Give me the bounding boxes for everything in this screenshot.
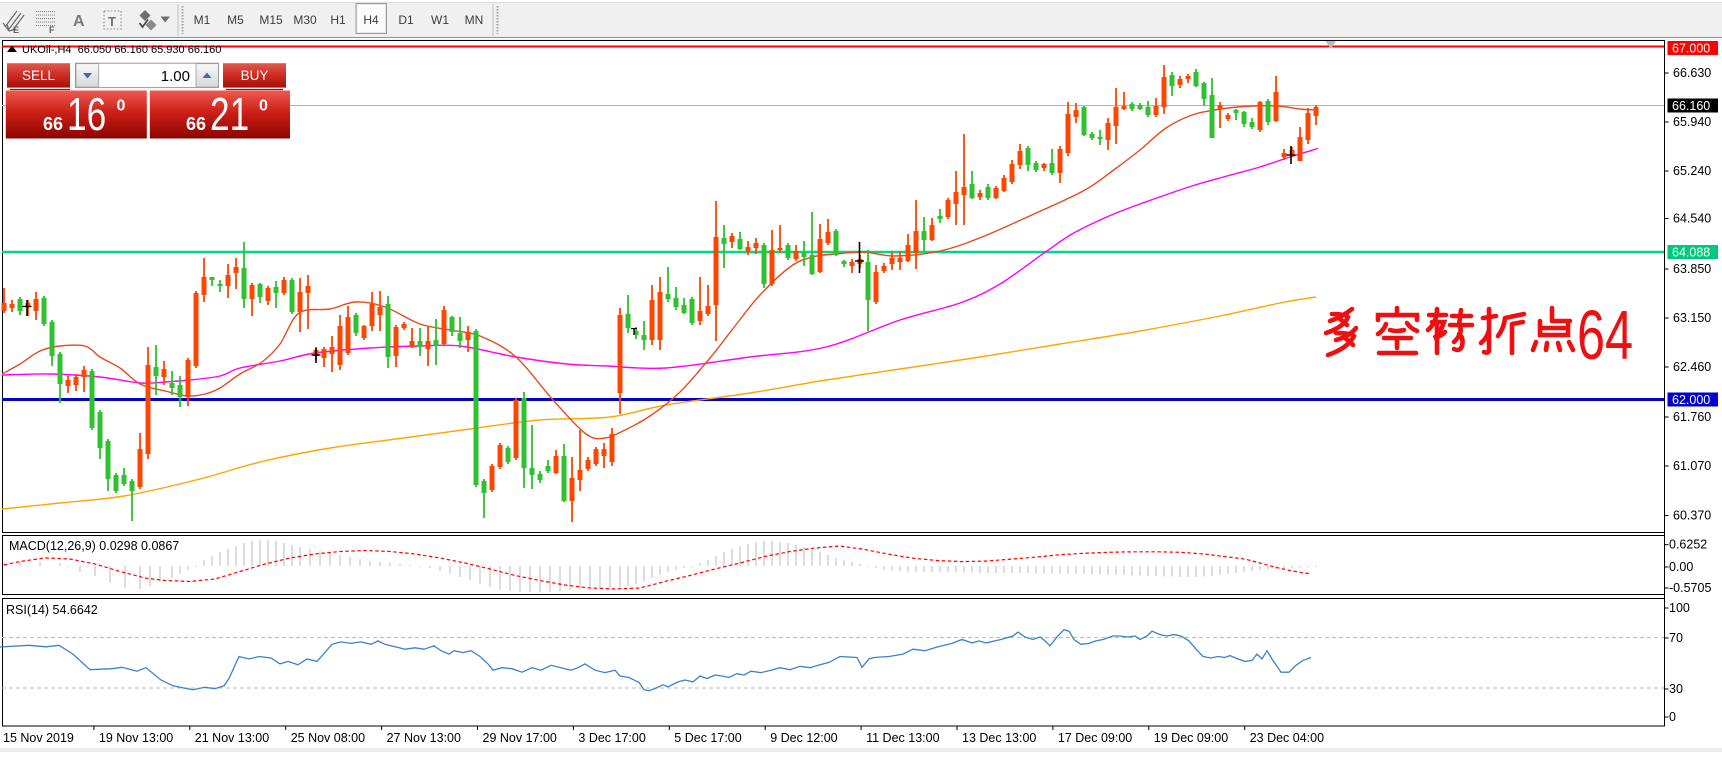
svg-text:M15: M15: [259, 13, 283, 27]
svg-text:66.160: 66.160: [1672, 99, 1710, 113]
svg-text:61.070: 61.070: [1673, 459, 1711, 473]
svg-text:H4: H4: [363, 13, 379, 27]
svg-text:63.150: 63.150: [1673, 311, 1711, 325]
svg-text:29 Nov 17:00: 29 Nov 17:00: [483, 731, 557, 745]
svg-text:27 Nov 13:00: 27 Nov 13:00: [387, 731, 461, 745]
svg-text:21 Nov 13:00: 21 Nov 13:00: [195, 731, 269, 745]
svg-text:13 Dec 13:00: 13 Dec 13:00: [962, 731, 1036, 745]
svg-text:62.460: 62.460: [1673, 360, 1711, 374]
svg-text:16: 16: [67, 88, 106, 140]
svg-text:T: T: [631, 327, 637, 338]
svg-text:66: 66: [43, 114, 63, 134]
svg-text:3 Dec 17:00: 3 Dec 17:00: [578, 731, 645, 745]
svg-text:63.850: 63.850: [1673, 262, 1711, 276]
svg-text:60.370: 60.370: [1673, 509, 1711, 523]
svg-text:0.00: 0.00: [1669, 560, 1693, 574]
svg-text:T: T: [108, 14, 116, 29]
svg-text:66.630: 66.630: [1673, 66, 1711, 80]
svg-text:A: A: [73, 13, 85, 30]
svg-text:MACD(12,26,9) 0.0298 0.0867: MACD(12,26,9) 0.0298 0.0867: [9, 539, 179, 553]
svg-text:M30: M30: [293, 13, 317, 27]
svg-text:70: 70: [1669, 631, 1683, 645]
svg-text:61.760: 61.760: [1673, 410, 1711, 424]
svg-text:25 Nov 08:00: 25 Nov 08:00: [291, 731, 365, 745]
svg-text:9 Dec 12:00: 9 Dec 12:00: [770, 731, 837, 745]
svg-text:M5: M5: [227, 13, 244, 27]
svg-text:-0.5705: -0.5705: [1669, 581, 1711, 595]
svg-text:F: F: [49, 25, 55, 35]
svg-text:MN: MN: [465, 13, 484, 27]
svg-text:1.00: 1.00: [161, 68, 190, 85]
svg-text:11 Dec 13:00: 11 Dec 13:00: [866, 731, 939, 745]
svg-text:0.6252: 0.6252: [1669, 538, 1707, 552]
svg-text:65.940: 65.940: [1673, 115, 1711, 129]
svg-text:19 Nov 13:00: 19 Nov 13:00: [99, 731, 173, 745]
svg-text:H1: H1: [330, 13, 346, 27]
svg-text:SELL: SELL: [22, 68, 56, 83]
svg-text:15 Nov 2019: 15 Nov 2019: [3, 731, 74, 745]
svg-text:0: 0: [259, 98, 268, 115]
svg-text:67.000: 67.000: [1672, 42, 1710, 56]
svg-text:66: 66: [186, 114, 206, 134]
svg-text:RSI(14) 54.6642: RSI(14) 54.6642: [6, 603, 98, 617]
svg-text:23 Dec 04:00: 23 Dec 04:00: [1250, 731, 1324, 745]
svg-text:21: 21: [210, 88, 249, 140]
svg-text:W1: W1: [431, 13, 449, 27]
svg-text:19 Dec 09:00: 19 Dec 09:00: [1154, 731, 1228, 745]
svg-text:65.240: 65.240: [1673, 164, 1711, 178]
svg-text:UKOil-,H4 66.050 66.160 65.93: UKOil-,H4 66.050 66.160 65.930 66.160: [22, 44, 221, 56]
svg-text:64.540: 64.540: [1673, 212, 1711, 226]
svg-text:64.088: 64.088: [1672, 246, 1710, 260]
svg-text:100: 100: [1669, 601, 1690, 615]
svg-text:64: 64: [1577, 296, 1633, 374]
svg-text:62.000: 62.000: [1672, 393, 1710, 407]
svg-text:17 Dec 09:00: 17 Dec 09:00: [1058, 731, 1132, 745]
svg-text:5 Dec 17:00: 5 Dec 17:00: [674, 731, 741, 745]
svg-text:BUY: BUY: [241, 68, 269, 83]
svg-text:30: 30: [1669, 682, 1683, 696]
svg-text:0: 0: [1669, 710, 1676, 724]
svg-text:E: E: [13, 25, 19, 35]
svg-text:D1: D1: [398, 13, 414, 27]
svg-text:M1: M1: [194, 13, 211, 27]
svg-text:0: 0: [117, 98, 126, 115]
